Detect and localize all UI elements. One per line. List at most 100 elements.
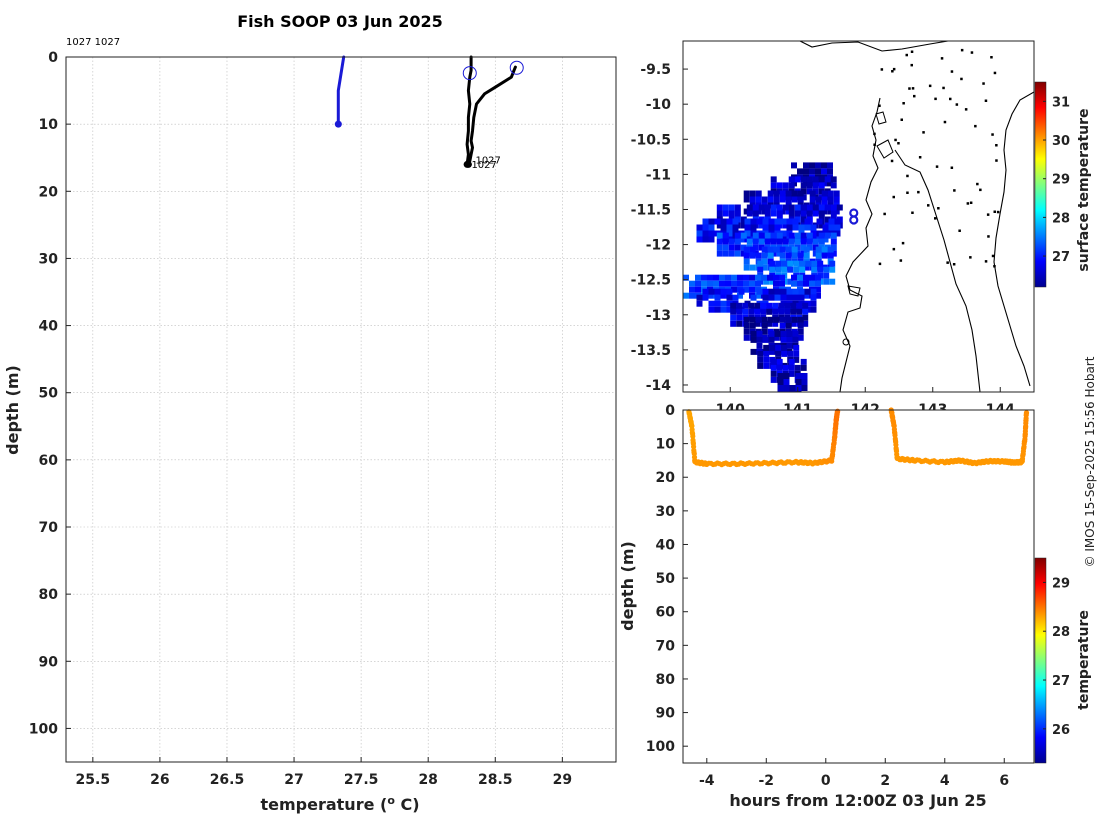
sst-cell xyxy=(800,238,807,245)
sst-cell xyxy=(791,162,797,169)
sst-cell xyxy=(737,292,743,299)
sst-cell xyxy=(790,320,797,327)
sst-cell xyxy=(783,385,790,391)
sst-cell xyxy=(763,362,770,369)
sst-cell xyxy=(818,204,825,211)
sst-cell xyxy=(754,320,761,327)
sst-cell xyxy=(726,306,733,313)
reef-dot xyxy=(984,260,988,263)
sst-cell xyxy=(720,300,727,307)
time-depth-y-tick-label: 80 xyxy=(656,672,676,688)
sst-cell xyxy=(787,260,794,267)
sst-cell xyxy=(767,274,773,281)
sst-cell xyxy=(793,356,800,363)
sst-cell xyxy=(722,232,729,239)
sst-cell xyxy=(815,162,821,169)
sst-cell xyxy=(770,364,777,371)
sst-cell xyxy=(779,322,786,329)
sst-cell xyxy=(803,292,809,299)
sst-cell xyxy=(780,294,787,301)
sst-cell xyxy=(827,190,834,197)
sst-cell xyxy=(742,308,749,315)
sst-cell xyxy=(773,334,780,341)
sst-cell xyxy=(788,210,795,217)
sst-cell xyxy=(775,260,782,267)
sst-cell xyxy=(827,196,834,203)
reef-dot xyxy=(878,104,881,107)
sst-cell xyxy=(728,250,735,257)
sst-cell xyxy=(779,190,786,197)
sst-cell xyxy=(790,308,797,315)
profile-y-tick-label: 10 xyxy=(39,117,59,133)
sst-cell xyxy=(716,210,723,217)
sst-cell xyxy=(803,274,809,281)
sst-cell xyxy=(787,278,794,285)
sst-cell xyxy=(782,238,789,245)
time-depth-y-tick-label: 30 xyxy=(656,504,676,520)
sst-cell xyxy=(740,222,747,229)
sst-cell xyxy=(708,236,715,243)
sst-cell xyxy=(829,260,836,267)
sst-cell xyxy=(749,190,756,197)
reef-dot xyxy=(937,207,940,210)
sst-cell xyxy=(818,210,825,217)
sst-cell xyxy=(836,204,843,211)
sst-cell xyxy=(811,266,818,273)
reef-dot xyxy=(976,182,979,186)
sst-cell xyxy=(743,252,750,259)
sst-cell xyxy=(761,208,768,215)
sst-cell xyxy=(788,176,795,183)
sst-cell xyxy=(734,204,741,211)
sst-cell xyxy=(762,294,769,301)
sst-cell xyxy=(806,176,813,183)
sst-cell xyxy=(815,246,822,253)
reef-dot xyxy=(987,235,990,238)
sst-cell xyxy=(805,260,812,267)
sst-cell xyxy=(799,266,806,273)
sst-cell xyxy=(761,246,768,253)
sst-cell xyxy=(834,224,841,231)
time-depth-y-tick-label: 70 xyxy=(656,638,676,654)
sst-cell xyxy=(788,232,795,239)
sst-cell xyxy=(794,244,801,251)
sst-cell xyxy=(782,222,789,229)
reef-dot xyxy=(906,191,909,194)
reef-dot xyxy=(911,87,915,90)
reef-dot xyxy=(986,213,990,216)
reef-dot xyxy=(943,120,947,124)
sst-cell xyxy=(749,322,756,329)
sst-cell xyxy=(797,196,804,203)
profile-top-note: 1027 1027 xyxy=(66,37,120,48)
sst-cell xyxy=(804,224,811,231)
sst-cell xyxy=(720,218,727,225)
sst-cell xyxy=(714,288,721,295)
sst-cell xyxy=(749,286,755,293)
sst-cell xyxy=(726,288,733,295)
reef-dot xyxy=(922,131,925,134)
sst-cell xyxy=(775,266,782,273)
sst-cell xyxy=(696,300,703,307)
sst-cell xyxy=(743,280,749,287)
sst-cell xyxy=(830,232,837,239)
profile-y-label: depth (m) xyxy=(3,365,22,455)
sst-cell xyxy=(702,288,709,295)
sst-cell xyxy=(696,294,703,301)
sst-cell xyxy=(737,274,743,281)
sst-cell xyxy=(809,168,815,175)
sst-cell xyxy=(833,196,840,203)
sst-cell xyxy=(827,162,833,169)
sst-cell xyxy=(689,280,695,287)
sst-cell xyxy=(695,274,701,281)
sst-cell xyxy=(726,224,733,231)
sst-cell xyxy=(689,286,695,293)
reef-dot xyxy=(934,217,937,220)
sst-cell xyxy=(707,280,713,287)
temperature-colorbar-tick-label: 26 xyxy=(1052,723,1070,738)
sst-cell xyxy=(720,224,727,231)
sst-cell xyxy=(784,308,791,315)
sst-cell xyxy=(762,288,769,295)
sst-cell xyxy=(731,286,737,293)
sst-cell xyxy=(812,176,819,183)
sst-cell xyxy=(776,358,783,365)
sst-cell xyxy=(748,302,755,309)
